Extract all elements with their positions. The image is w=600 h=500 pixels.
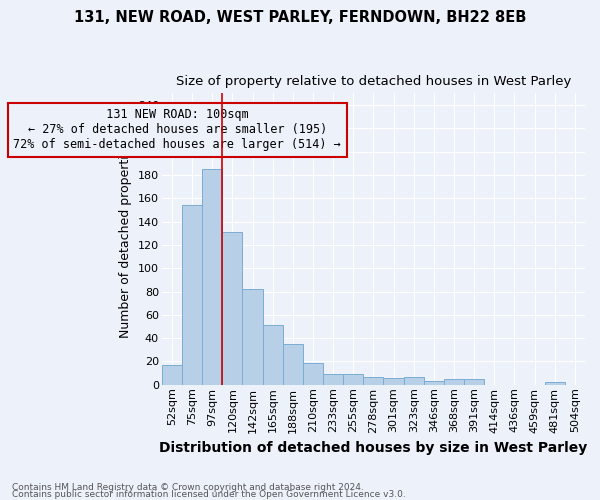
Bar [404,376,424,385]
Bar [323,374,343,385]
Text: Contains HM Land Registry data © Crown copyright and database right 2024.: Contains HM Land Registry data © Crown c… [12,484,364,492]
Bar [202,169,222,385]
Text: Contains public sector information licensed under the Open Government Licence v3: Contains public sector information licen… [12,490,406,499]
Bar [343,374,364,385]
Bar [383,378,404,385]
Bar [444,379,464,385]
Bar [364,376,383,385]
Bar [242,289,263,385]
Bar [545,382,565,385]
Bar [263,326,283,385]
Text: 131, NEW ROAD, WEST PARLEY, FERNDOWN, BH22 8EB: 131, NEW ROAD, WEST PARLEY, FERNDOWN, BH… [74,10,526,25]
X-axis label: Distribution of detached houses by size in West Parley: Distribution of detached houses by size … [159,441,587,455]
Bar [283,344,303,385]
Bar [424,382,444,385]
Y-axis label: Number of detached properties: Number of detached properties [119,140,132,338]
Text: 131 NEW ROAD: 100sqm  
← 27% of detached houses are smaller (195)
72% of semi-de: 131 NEW ROAD: 100sqm ← 27% of detached h… [13,108,341,152]
Bar [464,379,484,385]
Bar [303,362,323,385]
Bar [182,205,202,385]
Bar [222,232,242,385]
Title: Size of property relative to detached houses in West Parley: Size of property relative to detached ho… [176,75,571,88]
Bar [162,365,182,385]
